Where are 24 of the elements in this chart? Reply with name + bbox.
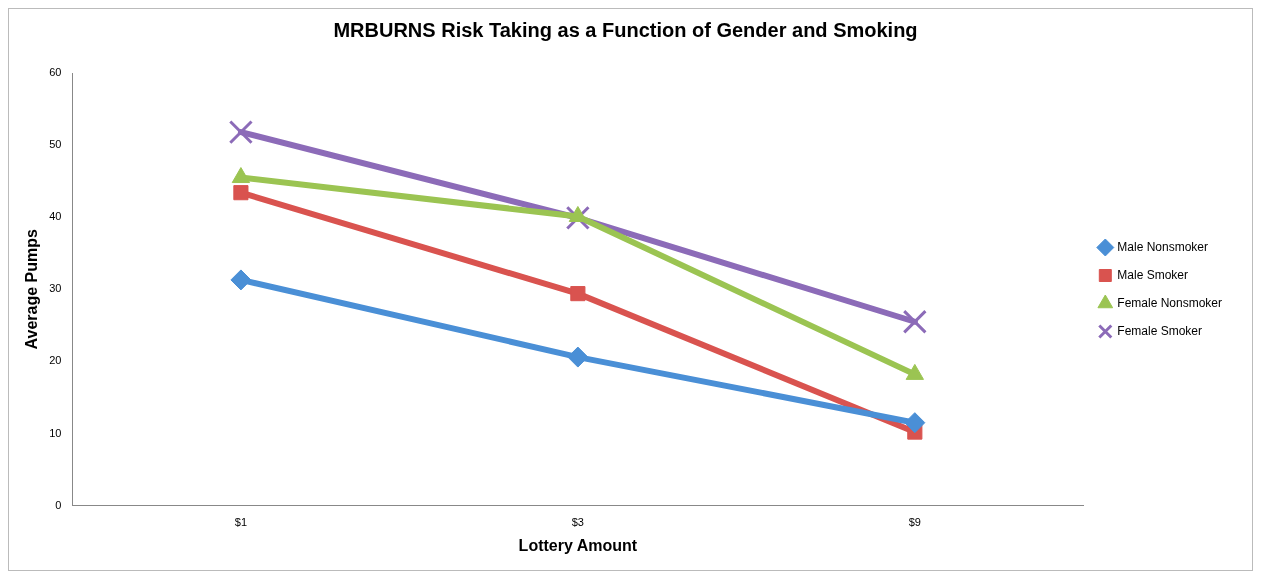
y-tick-label: 0 [55, 498, 62, 511]
y-tick-label: 40 [49, 210, 62, 223]
legend-label: Female Smoker [1117, 323, 1202, 338]
y-tick-label: 10 [49, 426, 62, 439]
point [233, 185, 249, 201]
point [567, 346, 589, 368]
legend-label: Male Smoker [1117, 267, 1188, 282]
x-axis-title: Lottery Amount [518, 536, 638, 554]
point [902, 309, 927, 334]
x-tick-label: $9 [908, 516, 921, 529]
y-tick-label: 60 [49, 66, 62, 79]
point [230, 269, 252, 291]
x-tick-label: $1 [234, 516, 248, 529]
y-tick-label: 30 [49, 282, 62, 295]
x-tick-label: $3 [571, 516, 584, 529]
chart-title: MRBURNS Risk Taking as a Function of Gender and Smoking [333, 18, 918, 41]
point [904, 412, 926, 434]
point [228, 120, 254, 145]
y-tick-label: 20 [49, 354, 62, 367]
y-axis-title: Average Pumps [23, 229, 41, 350]
legend-label: Female Nonsmoker [1117, 295, 1222, 310]
y-tick-label: 50 [49, 138, 62, 151]
legend-label: Male Nonsmoker [1117, 239, 1208, 254]
point [570, 286, 586, 302]
